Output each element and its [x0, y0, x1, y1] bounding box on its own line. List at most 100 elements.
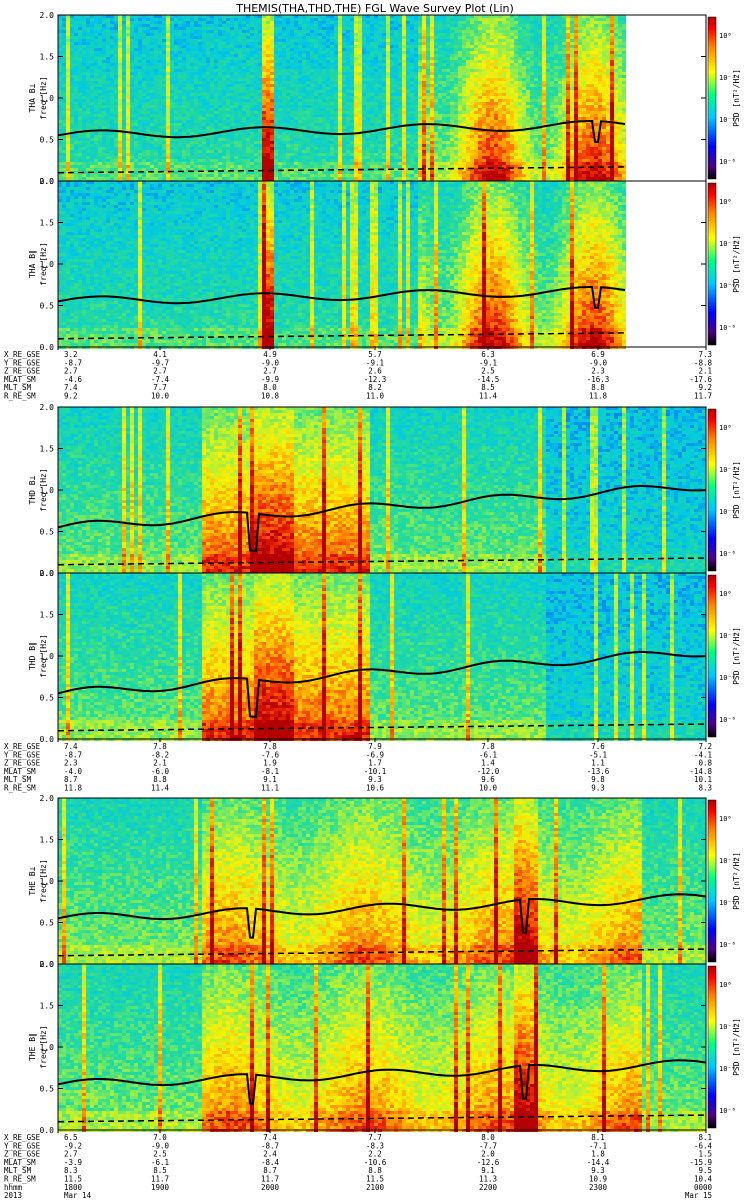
heatmap-cell	[70, 18, 74, 21]
heatmap-cell	[94, 141, 98, 144]
heatmap-cell	[90, 42, 94, 45]
heatmap-cell	[238, 84, 242, 87]
heatmap-cell	[206, 177, 210, 180]
heatmap-cell	[210, 105, 214, 108]
heatmap-cell	[174, 156, 178, 159]
heatmap-cell	[154, 66, 158, 69]
heatmap-cell	[66, 165, 70, 168]
heatmap-cell	[162, 33, 166, 36]
heatmap-cell	[154, 177, 158, 180]
heatmap-cell	[246, 21, 250, 24]
heatmap-cell	[142, 54, 146, 57]
heatmap-cell	[94, 108, 98, 111]
heatmap-cell	[58, 105, 62, 108]
heatmap-cell	[70, 63, 74, 66]
heatmap-cell	[138, 99, 142, 102]
heatmap-cell	[170, 114, 174, 117]
heatmap-cell	[214, 78, 218, 81]
heatmap-cell	[122, 108, 126, 111]
heatmap-cell	[206, 123, 210, 126]
heatmap-cell	[158, 84, 162, 87]
heatmap-cell	[190, 102, 194, 105]
heatmap-cell	[246, 45, 250, 48]
heatmap-cell	[146, 36, 150, 39]
heatmap-cell	[210, 177, 214, 180]
heatmap-cell	[86, 150, 90, 153]
heatmap-cell	[146, 66, 150, 69]
heatmap-cell	[250, 30, 254, 33]
heatmap-cell	[114, 33, 118, 36]
heatmap-cell	[58, 42, 62, 45]
heatmap-cell	[250, 99, 254, 102]
heatmap-cell	[178, 69, 182, 72]
heatmap-cell	[134, 99, 138, 102]
heatmap-cell	[150, 66, 154, 69]
heatmap-cell	[94, 162, 98, 165]
heatmap-cell	[174, 72, 178, 75]
heatmap-cell	[114, 39, 118, 42]
heatmap-cell	[190, 126, 194, 129]
heatmap-cell	[70, 72, 74, 75]
heatmap-cell	[66, 159, 70, 162]
heatmap-cell	[142, 105, 146, 108]
heatmap-cell	[110, 45, 114, 48]
heatmap-cell	[134, 84, 138, 87]
heatmap-cell	[190, 54, 194, 57]
heatmap-cell	[106, 111, 110, 114]
heatmap-cell	[166, 159, 170, 162]
heatmap-cell	[118, 39, 122, 42]
heatmap-cell	[154, 60, 158, 63]
heatmap-cell	[94, 132, 98, 135]
heatmap-cell	[122, 114, 126, 117]
heatmap-cell	[94, 75, 98, 78]
heatmap-cell	[214, 129, 218, 132]
heatmap-cell	[250, 105, 254, 108]
heatmap-cell	[238, 81, 242, 84]
heatmap-cell	[102, 147, 106, 150]
heatmap-cell	[190, 90, 194, 93]
heatmap-cell	[130, 75, 134, 78]
heatmap-cell	[98, 141, 102, 144]
heatmap-cell	[166, 93, 170, 96]
heatmap-cell	[82, 99, 86, 102]
heatmap-cell	[86, 177, 90, 180]
heatmap-cell	[74, 84, 78, 87]
heatmap-cell	[150, 114, 154, 117]
heatmap-cell	[138, 27, 142, 30]
heatmap-cell	[174, 54, 178, 57]
heatmap-cell	[198, 27, 202, 30]
heatmap-cell	[106, 84, 110, 87]
heatmap-cell	[138, 87, 142, 90]
heatmap-cell	[178, 36, 182, 39]
heatmap-cell	[242, 18, 246, 21]
heatmap-cell	[214, 111, 218, 114]
heatmap-cell	[194, 120, 198, 123]
heatmap-cell	[78, 126, 82, 129]
heatmap-cell	[218, 153, 222, 156]
heatmap-cell	[106, 60, 110, 63]
heatmap-cell	[154, 45, 158, 48]
heatmap-cell	[94, 30, 98, 33]
heatmap-cell	[210, 66, 214, 69]
heatmap-cell	[218, 30, 222, 33]
heatmap-cell	[230, 174, 234, 177]
heatmap-cell	[94, 114, 98, 117]
heatmap-cell	[62, 69, 66, 72]
heatmap-cell	[162, 99, 166, 102]
heatmap-cell	[218, 84, 222, 87]
heatmap-cell	[238, 117, 242, 120]
heatmap-cell	[218, 42, 222, 45]
heatmap-cell	[178, 87, 182, 90]
heatmap-cell	[250, 24, 254, 27]
heatmap-cell	[186, 120, 190, 123]
heatmap-cell	[74, 75, 78, 78]
heatmap-cell	[198, 81, 202, 84]
heatmap-cell	[178, 75, 182, 78]
heatmap-cell	[242, 60, 246, 63]
heatmap-cell	[78, 162, 82, 165]
heatmap-cell	[222, 144, 226, 147]
heatmap-cell	[82, 108, 86, 111]
heatmap-cell	[154, 150, 158, 153]
heatmap-cell	[150, 162, 154, 165]
